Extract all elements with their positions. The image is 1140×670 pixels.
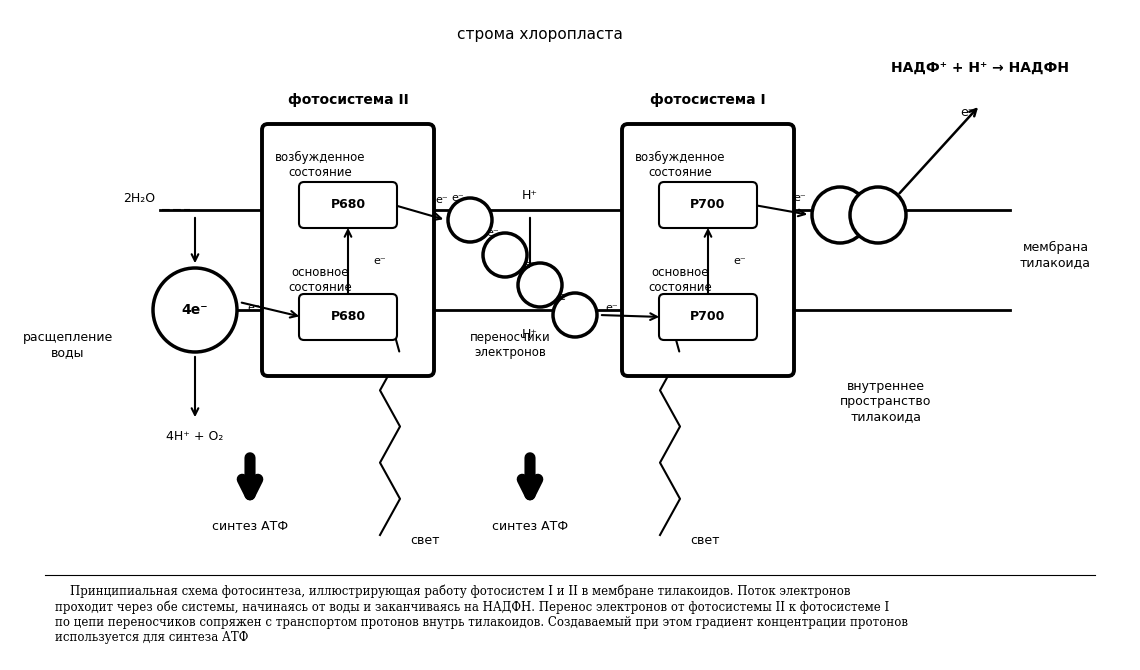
Circle shape	[448, 198, 492, 242]
Text: синтез АТФ: синтез АТФ	[492, 520, 568, 533]
Text: внутреннее
пространство
тилакоида: внутреннее пространство тилакоида	[840, 380, 931, 423]
Text: фотосистема I: фотосистема I	[650, 93, 766, 107]
FancyBboxPatch shape	[659, 294, 757, 340]
Circle shape	[812, 187, 868, 243]
Text: e⁻: e⁻	[435, 195, 448, 205]
Text: основное
состояние: основное состояние	[649, 266, 711, 294]
Text: 4e⁻: 4e⁻	[181, 303, 209, 317]
Text: e⁻: e⁻	[960, 105, 975, 119]
Text: e⁻: e⁻	[247, 303, 260, 313]
Text: P700: P700	[691, 310, 726, 324]
Circle shape	[153, 268, 237, 352]
Circle shape	[850, 187, 906, 243]
Text: синтез АТФ: синтез АТФ	[212, 520, 288, 533]
Text: фотосистема II: фотосистема II	[287, 93, 408, 107]
Text: возбужденное
состояние: возбужденное состояние	[635, 151, 725, 179]
Text: 2H₂O: 2H₂O	[123, 192, 155, 205]
Circle shape	[553, 293, 597, 337]
FancyBboxPatch shape	[262, 124, 434, 376]
Text: свет: свет	[690, 533, 719, 547]
FancyBboxPatch shape	[659, 182, 757, 228]
Text: НАДФ⁺ + Н⁺ → НАДФН: НАДФ⁺ + Н⁺ → НАДФН	[891, 61, 1069, 75]
Text: 4H⁺ + O₂: 4H⁺ + O₂	[166, 430, 223, 443]
Text: H⁺: H⁺	[522, 189, 538, 202]
Text: e⁻: e⁻	[733, 256, 746, 266]
Text: e⁻: e⁻	[373, 256, 385, 266]
FancyBboxPatch shape	[622, 124, 793, 376]
Text: e⁻: e⁻	[559, 292, 571, 302]
Text: e⁻: e⁻	[487, 228, 499, 238]
Text: расщепление
воды: расщепление воды	[23, 331, 113, 359]
Text: переносчики
электронов: переносчики электронов	[470, 331, 551, 359]
Text: основное
состояние: основное состояние	[288, 266, 352, 294]
Text: мембрана
тилакоида: мембрана тилакоида	[1020, 241, 1091, 269]
Text: e⁻: e⁻	[451, 193, 464, 203]
Text: свет: свет	[410, 533, 440, 547]
Text: строма хлоропласта: строма хлоропласта	[457, 27, 622, 42]
Text: P700: P700	[691, 198, 726, 212]
Text: Принципиальная схема фотосинтеза, иллюстрирующая работу фотосистем I и II в мемб: Принципиальная схема фотосинтеза, иллюст…	[55, 585, 907, 644]
FancyBboxPatch shape	[299, 294, 397, 340]
Circle shape	[518, 263, 562, 307]
Text: P680: P680	[331, 198, 366, 212]
Text: H⁺: H⁺	[522, 328, 538, 341]
Text: e⁻: e⁻	[793, 193, 806, 203]
Text: возбужденное
состояние: возбужденное состояние	[275, 151, 365, 179]
Text: e⁻: e⁻	[605, 303, 618, 313]
Circle shape	[483, 233, 527, 277]
Text: P680: P680	[331, 310, 366, 324]
FancyBboxPatch shape	[299, 182, 397, 228]
Text: e⁻: e⁻	[523, 260, 537, 270]
